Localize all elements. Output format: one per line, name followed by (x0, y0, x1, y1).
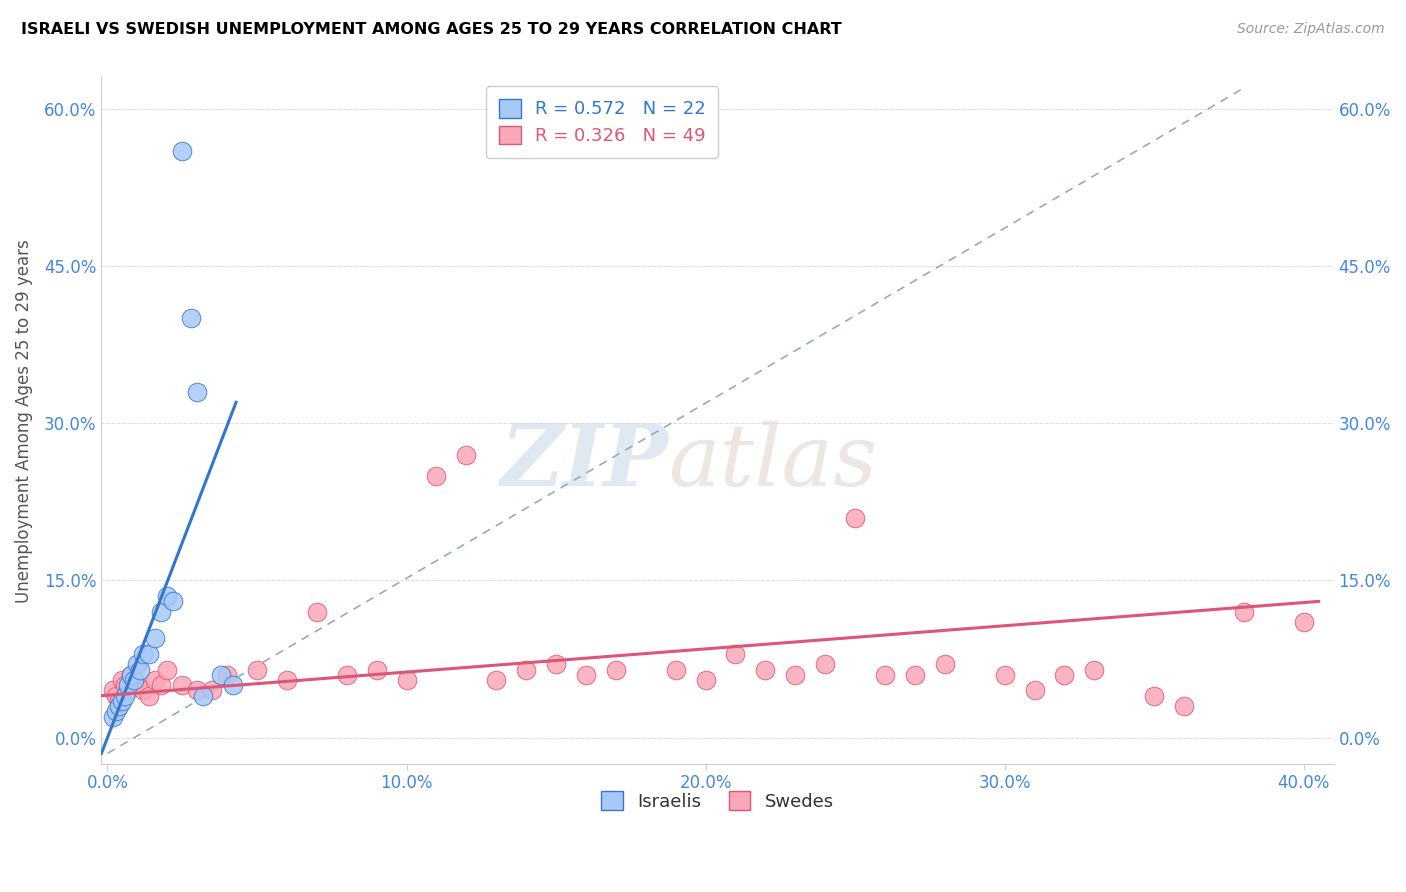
Point (138, 689, 160, 703)
Point (1083, 663, 1105, 677)
Point (425, 468, 447, 483)
Legend: Israelis, Swedes: Israelis, Swedes (589, 779, 846, 823)
Point (114, 689, 136, 703)
Point (544, 657, 567, 672)
Point (180, 311, 202, 326)
Point (127, 678, 149, 692)
Point (209, 667, 232, 681)
Y-axis label: Unemployment Among Ages 25 to 29 years: Unemployment Among Ages 25 to 29 years (15, 239, 32, 602)
Point (695, 673, 717, 687)
Point (904, 667, 927, 681)
Point (132, 647, 155, 661)
Point (217, 667, 239, 681)
Point (103, 709, 125, 723)
Point (129, 663, 152, 677)
Point (276, 673, 298, 687)
Point (873, 667, 896, 681)
Point (575, 667, 598, 681)
Point (150, 605, 173, 619)
Point (366, 663, 388, 677)
Point (150, 678, 173, 692)
Point (143, 631, 166, 645)
Point (305, 605, 328, 619)
Point (785, 667, 807, 681)
Point (127, 657, 149, 672)
Point (1173, 699, 1195, 714)
Point (172, 144, 194, 158)
Point (156, 589, 179, 603)
Text: Source: ZipAtlas.com: Source: ZipAtlas.com (1237, 22, 1385, 37)
Point (114, 678, 136, 692)
Point (1292, 615, 1315, 630)
Text: ZIP: ZIP (501, 420, 668, 504)
Point (120, 667, 142, 681)
Point (111, 694, 134, 708)
Point (605, 663, 627, 677)
Point (105, 689, 128, 703)
Point (665, 663, 688, 677)
Point (108, 694, 131, 708)
Point (124, 673, 146, 687)
Point (1143, 689, 1166, 703)
Point (844, 510, 866, 524)
Point (117, 678, 139, 692)
Point (515, 663, 537, 677)
Point (994, 667, 1017, 681)
Text: ISRAELI VS SWEDISH UNEMPLOYMENT AMONG AGES 25 TO 29 YEARS CORRELATION CHART: ISRAELI VS SWEDISH UNEMPLOYMENT AMONG AG… (21, 22, 842, 37)
Point (1233, 605, 1256, 619)
Point (108, 699, 131, 714)
Point (132, 683, 155, 698)
Point (143, 673, 166, 687)
Point (186, 683, 208, 698)
Point (336, 667, 359, 681)
Point (485, 673, 508, 687)
Point (111, 673, 134, 687)
Point (103, 683, 125, 698)
Point (456, 448, 478, 462)
Point (172, 678, 194, 692)
Point (222, 678, 245, 692)
Point (120, 667, 142, 681)
Point (105, 705, 128, 719)
Point (934, 657, 956, 672)
Point (156, 663, 179, 677)
Point (138, 647, 160, 661)
Point (191, 689, 214, 703)
Point (754, 663, 776, 677)
Point (814, 657, 837, 672)
Point (186, 384, 208, 399)
Point (162, 594, 184, 608)
Text: atlas: atlas (668, 420, 877, 503)
Point (124, 673, 146, 687)
Point (117, 683, 139, 698)
Point (1053, 667, 1076, 681)
Point (246, 663, 269, 677)
Point (724, 647, 747, 661)
Point (1024, 683, 1046, 698)
Point (395, 673, 418, 687)
Point (201, 683, 224, 698)
